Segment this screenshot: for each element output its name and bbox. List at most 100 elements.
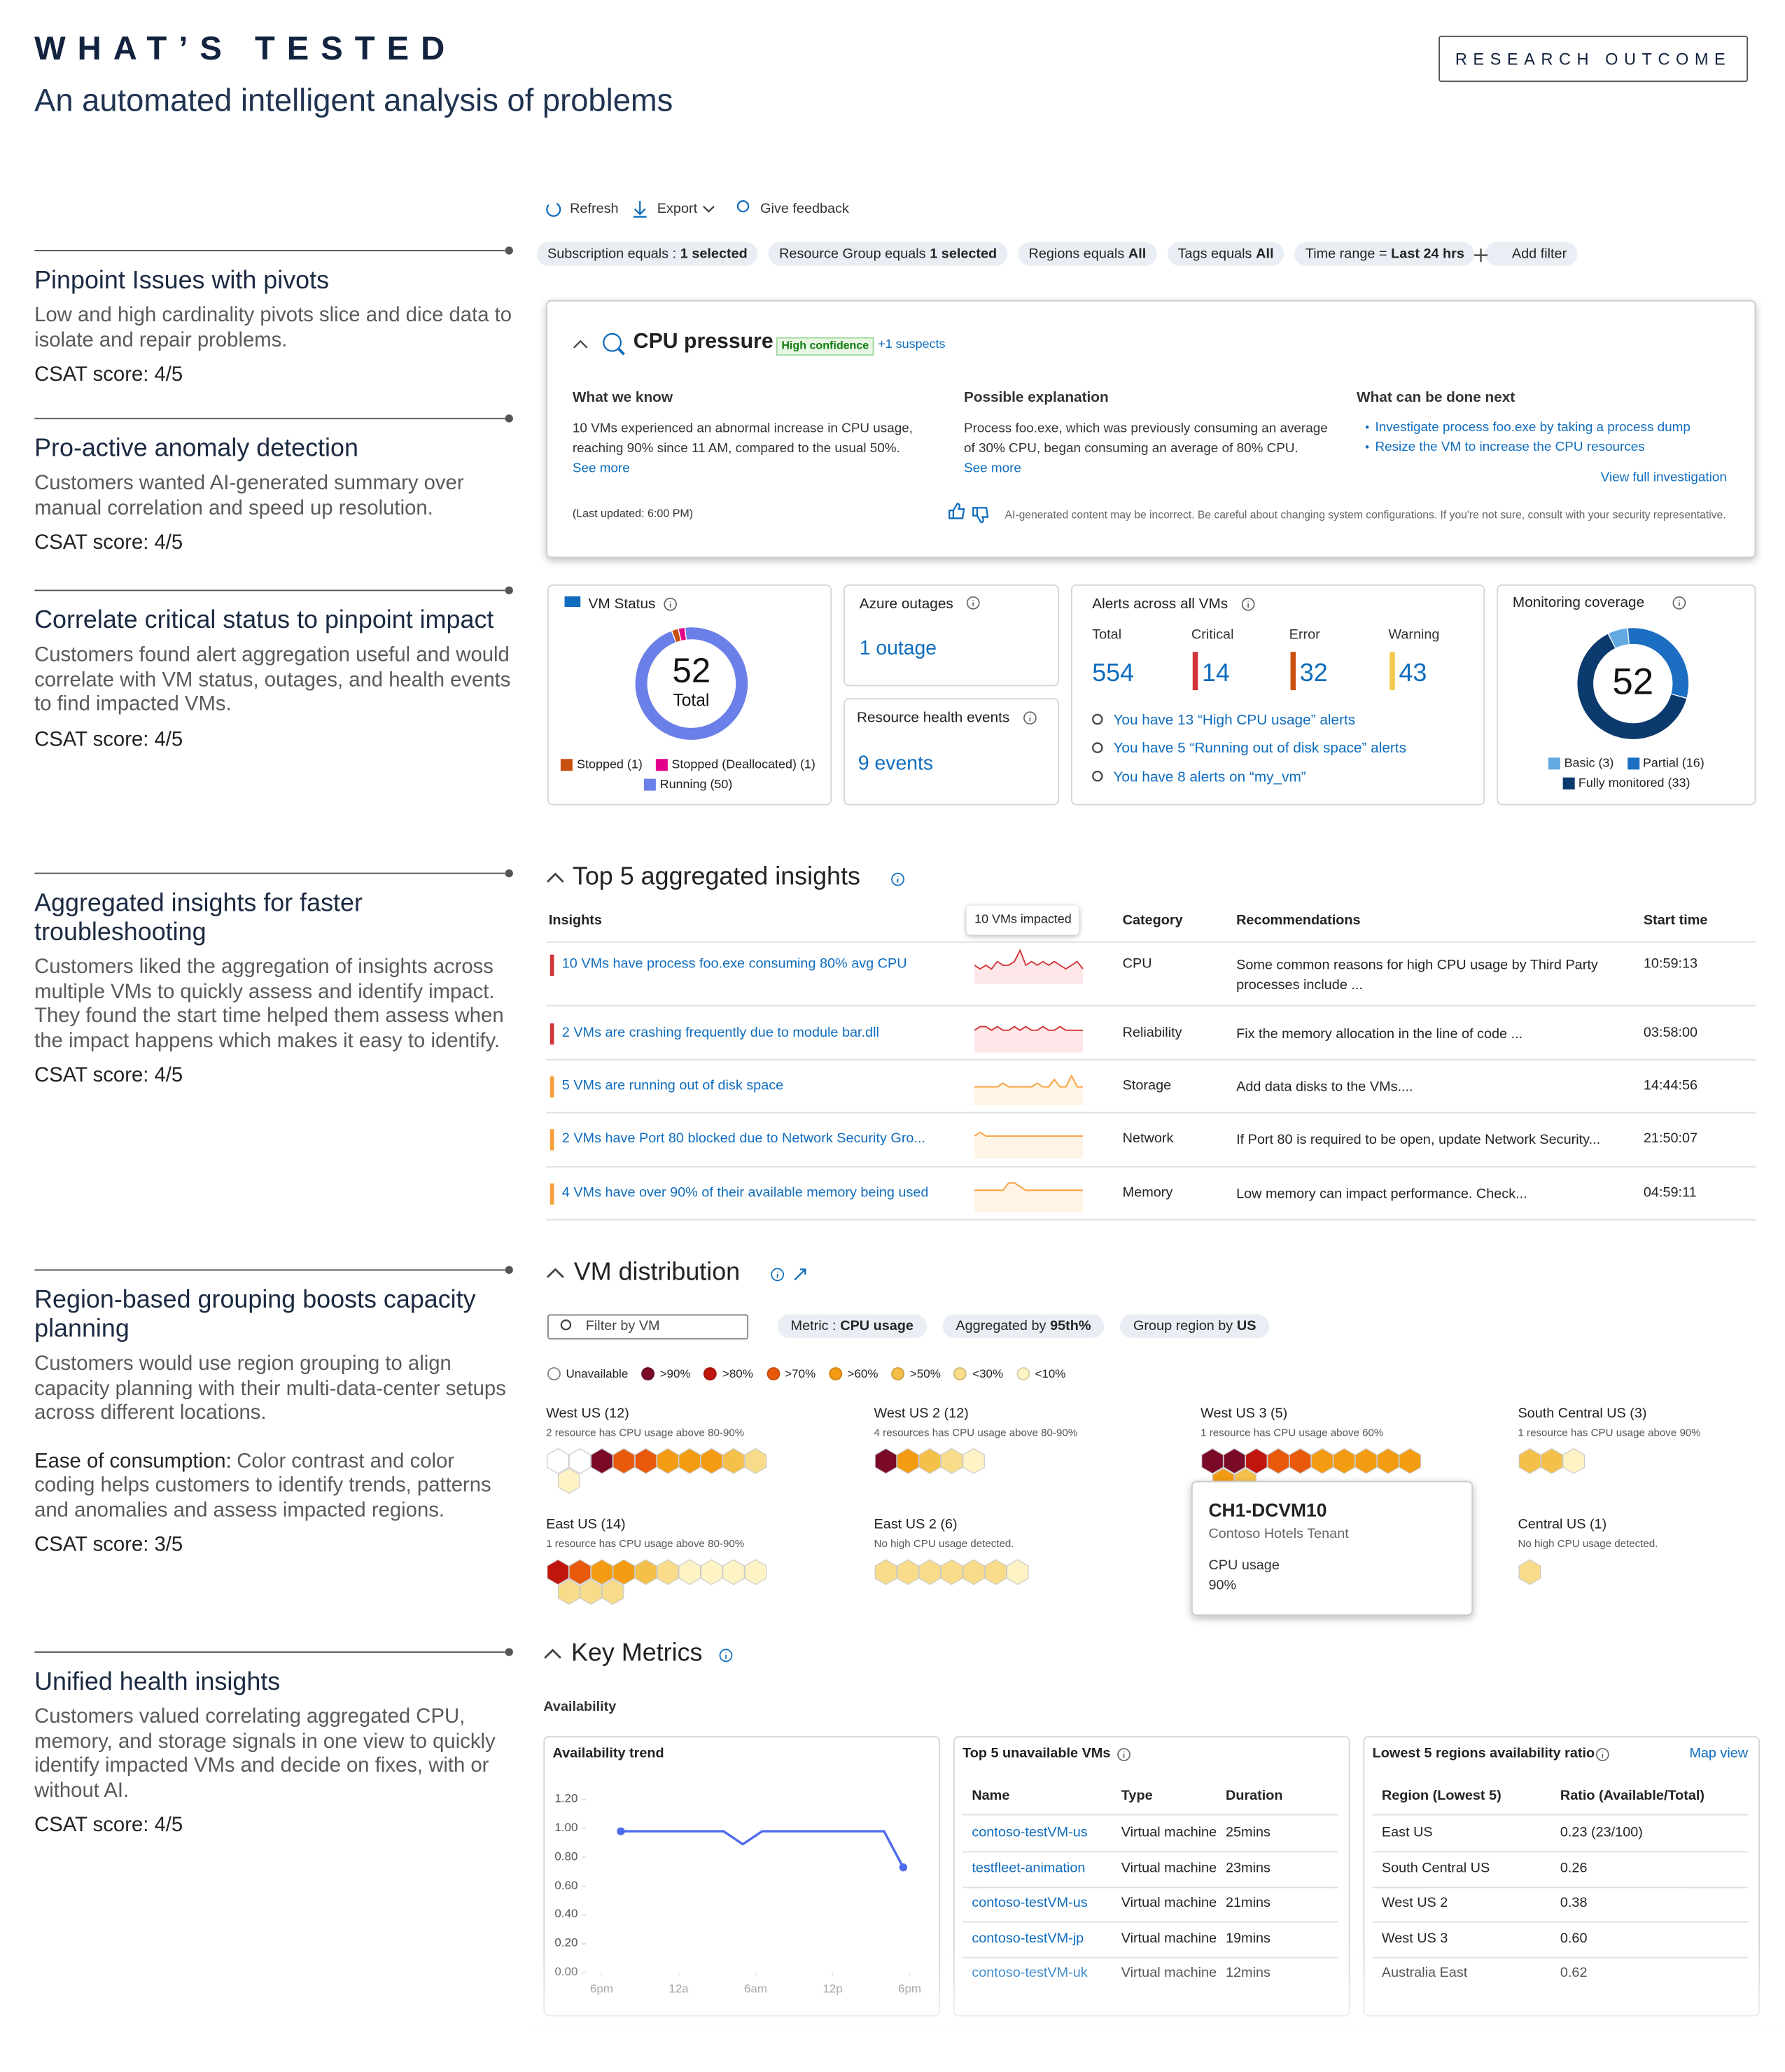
card-title: Resource health events xyxy=(857,710,1010,726)
alerts-card xyxy=(1071,584,1485,806)
y-tick-label: 0.60 xyxy=(554,1878,578,1892)
sparkline-area xyxy=(974,1075,1083,1106)
table-header: Region (Lowest 5) xyxy=(1381,1788,1502,1804)
info-icon xyxy=(966,596,980,610)
filter-box[interactable] xyxy=(547,1314,749,1340)
legend-swatch xyxy=(1627,757,1639,770)
severity-bar xyxy=(550,1183,554,1205)
legend-label: Stopped (1) xyxy=(577,757,643,773)
table-cell: West US 2 xyxy=(1381,1895,1448,1911)
legend-label: >70% xyxy=(785,1367,816,1381)
filter-pill: Regions equals All xyxy=(1018,241,1157,266)
tooltip-text: Contoso Hotels Tenant xyxy=(1208,1526,1349,1542)
separator xyxy=(34,417,505,419)
category: Storage xyxy=(1122,1077,1172,1094)
row-divider xyxy=(962,1851,1338,1853)
table-cell: Virtual machine xyxy=(1121,1860,1217,1877)
legend-item: Fully monitored (33) xyxy=(1562,776,1690,791)
separator xyxy=(34,250,505,251)
badge: RESEARCH OUTCOME xyxy=(1438,36,1749,83)
legend: Stopped (1) Stopped (Deallocated) (1) Runn… xyxy=(547,757,829,792)
hex xyxy=(962,1448,985,1474)
refresh-icon xyxy=(546,202,561,217)
add-icon xyxy=(1474,248,1488,262)
legend-item: Running (50) xyxy=(643,778,732,792)
next-step: Resize the VM to increase the CPU resour… xyxy=(1375,440,1645,454)
bulb-icon xyxy=(1092,742,1103,753)
alert-bar xyxy=(1390,652,1394,691)
legend-item: >80% xyxy=(704,1367,753,1381)
table-cell: contoso-testVM-us xyxy=(972,1824,1088,1841)
finding-score: CSAT score: 4/5 xyxy=(34,1814,183,1837)
sparkline xyxy=(974,1182,1084,1191)
region-name: East US 2 (6) xyxy=(874,1516,958,1533)
region-note: No high CPU usage detected. xyxy=(1518,1537,1658,1550)
info-icon xyxy=(1595,1748,1609,1761)
row-divider xyxy=(962,1886,1338,1889)
category: Reliability xyxy=(1122,1025,1182,1041)
legend-label: Partial (16) xyxy=(1642,756,1704,771)
separator xyxy=(34,589,505,592)
legend-dot xyxy=(766,1367,780,1381)
alert-link: You have 5 “Running out of disk space” a… xyxy=(1113,741,1406,757)
region-name: West US 2 (12) xyxy=(874,1406,969,1422)
row-divider xyxy=(962,1921,1338,1923)
chip-value: 95th% xyxy=(1050,1318,1091,1334)
add-filter[interactable]: Add filter xyxy=(1485,241,1578,266)
table-cell: Virtual machine xyxy=(1121,1931,1217,1947)
start-time: 10:59:13 xyxy=(1643,955,1698,972)
hex xyxy=(612,1559,636,1586)
hex xyxy=(634,1559,657,1586)
chip-label: Group region by xyxy=(1133,1318,1233,1334)
cpu-icon-handle xyxy=(617,348,625,356)
table-header: Category xyxy=(1122,912,1183,929)
see-more: See more xyxy=(964,461,1021,476)
map-link: Map view xyxy=(1689,1745,1749,1762)
column-text: 10 VMs experienced an abnormal increase … xyxy=(572,421,913,456)
separator xyxy=(34,872,505,874)
hex xyxy=(634,1448,657,1474)
hex xyxy=(601,1578,624,1605)
updated: (Last updated: 6:00 PM) xyxy=(572,507,694,521)
hex xyxy=(1518,1559,1541,1586)
alert-bar xyxy=(1192,652,1198,691)
start-time: 03:58:00 xyxy=(1643,1025,1698,1041)
chip-value: CPU usage xyxy=(840,1318,913,1334)
column-heading: Possible explanation xyxy=(964,389,1109,406)
export-icon xyxy=(633,201,647,218)
table-header: Name xyxy=(972,1788,1010,1804)
legend-swatch xyxy=(655,759,668,771)
hex xyxy=(1311,1448,1334,1474)
info-icon xyxy=(891,872,904,886)
bulb-icon xyxy=(1092,771,1103,782)
filter-bar: Subscription equals :1 selected Resource … xyxy=(536,241,1588,266)
finding-title: Pro-active anomaly detection xyxy=(34,435,358,463)
card-title: Alerts across all VMs xyxy=(1092,596,1228,612)
hex xyxy=(557,1468,580,1494)
finding-title: Pinpoint Issues with pivots xyxy=(34,267,330,295)
category: CPU xyxy=(1122,955,1152,972)
separator-dot xyxy=(505,246,513,255)
hex xyxy=(700,1559,723,1586)
legend-swatch xyxy=(1548,757,1560,770)
insight-link: 4 VMs have over 90% of their available m… xyxy=(561,1184,929,1201)
legend-item: Partial (16) xyxy=(1627,756,1704,771)
hex xyxy=(1223,1448,1246,1474)
coverage-card xyxy=(1497,584,1756,806)
chip-label: Aggregated by xyxy=(955,1318,1046,1334)
finding-score: CSAT score: 4/5 xyxy=(34,363,183,386)
separator xyxy=(34,1651,505,1653)
expand-icon xyxy=(794,1268,806,1281)
finding-score: CSAT score: 4/5 xyxy=(34,1064,183,1087)
y-tick-label: 1.00 xyxy=(554,1820,578,1834)
alert-value: 14 xyxy=(1202,659,1230,687)
sparkline xyxy=(974,1026,1084,1031)
info-icon xyxy=(1672,596,1686,610)
sparkline-area xyxy=(974,1182,1083,1213)
vm-status-card xyxy=(547,584,832,806)
region-note: 1 resource has CPU usage above 90% xyxy=(1518,1426,1701,1438)
region-note: 1 resource has CPU usage above 80-90% xyxy=(546,1537,745,1550)
finding: Region-based grouping boosts capacity pl… xyxy=(34,1287,513,1558)
vm-tooltip-card xyxy=(1191,1480,1474,1616)
start-time: 14:44:56 xyxy=(1643,1077,1698,1094)
